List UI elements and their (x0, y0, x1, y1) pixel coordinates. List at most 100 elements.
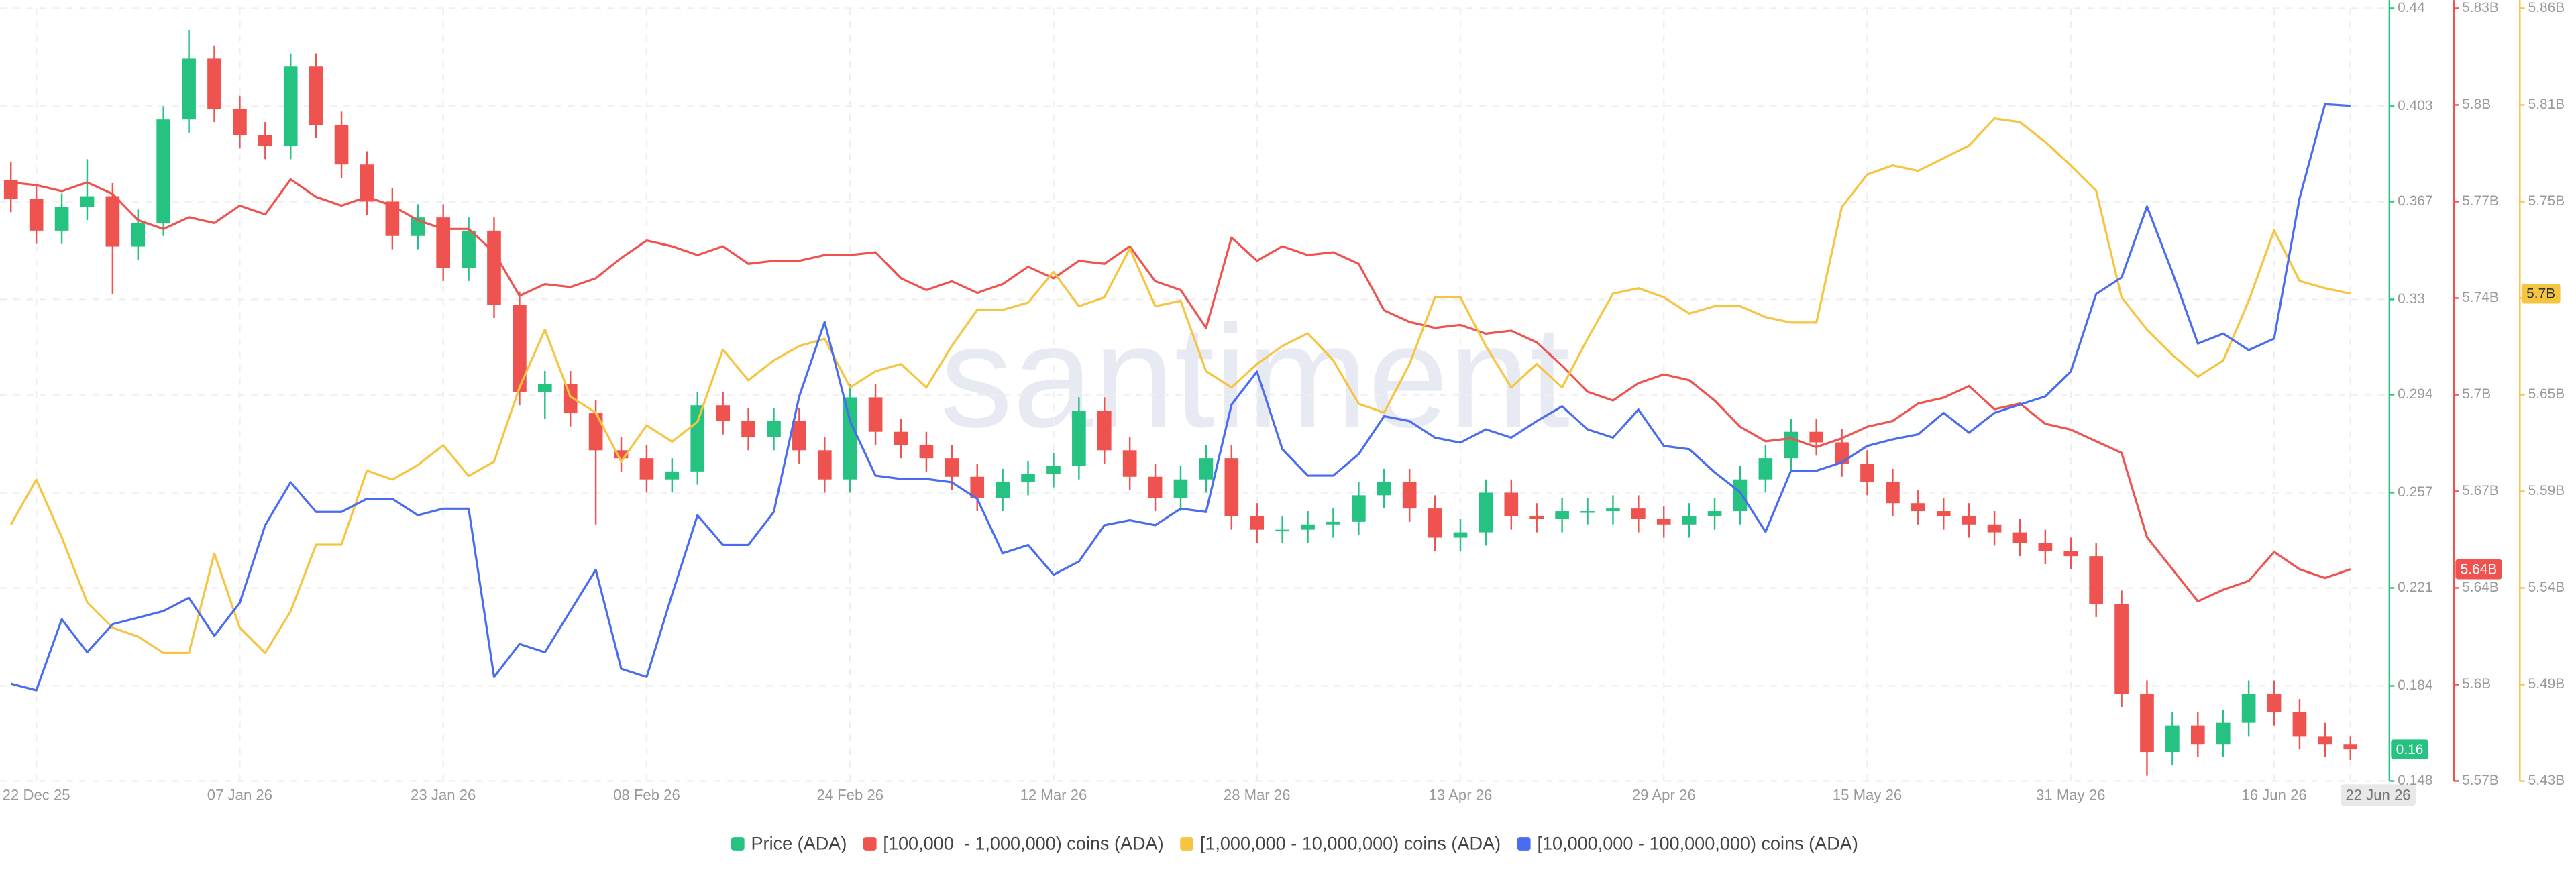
legend-swatch (1180, 837, 1193, 851)
legend-label: [100,000 - 1,000,000) coins (ADA) (883, 832, 1163, 853)
legend-label: Price (ADA) (751, 832, 847, 853)
candle-body (767, 421, 781, 437)
candle-body (1046, 466, 1061, 474)
y-tick-label: 5.43B (2528, 773, 2565, 788)
candle-body (1402, 482, 1417, 509)
candle-body (1352, 495, 1366, 522)
watermark: santiment (940, 295, 1570, 457)
last-value-label: 0.16 (2396, 742, 2424, 757)
candle-body (1860, 464, 1874, 482)
candle-body (1911, 503, 1925, 512)
y-tick-label: 0.33 (2398, 291, 2425, 307)
y-tick-label: 0.148 (2398, 773, 2432, 788)
legend-swatch (1517, 837, 1531, 851)
legend-swatch (863, 837, 877, 851)
y-tick-label: 0.184 (2398, 677, 2433, 693)
candle-body (1809, 431, 1824, 443)
y-tick-label: 0.294 (2398, 386, 2433, 402)
legend-swatch (731, 837, 745, 851)
candle-body (1224, 458, 1239, 516)
candle-body (283, 66, 298, 146)
candle-body (233, 109, 247, 135)
candle-body (1326, 521, 1340, 525)
candle-body (919, 445, 934, 459)
candle-body (2165, 725, 2180, 753)
x-tick-label: 31 May 26 (2036, 786, 2105, 803)
y-tick-label: 5.57B (2462, 773, 2499, 788)
last-value-badge (2521, 283, 2561, 304)
legend-item[interactable]: [100,000 - 1,000,000) coins (ADA) (863, 832, 1164, 853)
candle-body (1987, 524, 2002, 533)
candle-body (1835, 442, 1849, 464)
candle-body (2292, 712, 2307, 737)
candle-body (843, 397, 857, 480)
candle-body (1886, 482, 1900, 504)
legend-item[interactable]: [10,000,000 - 100,000,000) coins (ADA) (1517, 832, 1858, 853)
y-tick-label: 5.77B (2462, 193, 2499, 209)
candle-body (868, 397, 883, 432)
x-tick-label: 29 Apr 26 (1632, 786, 1696, 803)
x-label-highlight (2340, 784, 2416, 806)
candle-body (182, 58, 196, 120)
y-tick-label: 5.6B (2462, 676, 2491, 692)
candle-body (639, 458, 654, 480)
y-tick-label: 0.403 (2398, 98, 2432, 113)
candle-body (1707, 511, 1722, 516)
candle-body (1656, 519, 1671, 525)
candle-body (2063, 551, 2078, 557)
candle-body (1453, 532, 1468, 538)
candle-body (462, 230, 476, 268)
candle-body (1504, 492, 1519, 516)
y-tick-label: 0.367 (2398, 193, 2432, 209)
candle-body (563, 384, 578, 414)
candle-body (1250, 516, 1265, 530)
candle-body (1122, 450, 1137, 477)
candle-body (1606, 508, 1620, 512)
y-tick-label: 5.74B (2462, 290, 2499, 305)
y-tick-label: 5.75B (2528, 193, 2565, 209)
candle-body (1148, 476, 1163, 498)
candle-body (537, 384, 552, 392)
candle-body (1555, 511, 1569, 519)
legend: Price (ADA) [100,000 - 1,000,000) coins (… (731, 832, 1858, 853)
series-line (11, 178, 2351, 603)
candle-body (614, 450, 629, 459)
candle-body (131, 223, 146, 247)
y-tick-label: 5.83B (2462, 0, 2499, 15)
y-tick-label: 0.221 (2398, 580, 2432, 595)
series-line (9, 117, 2351, 655)
candle-body (436, 217, 451, 268)
candle-body (360, 164, 374, 202)
x-tick-label: 12 Mar 26 (1020, 786, 1087, 803)
candle-body (792, 421, 806, 451)
y-tick-label: 5.81B (2528, 97, 2565, 112)
y-tick-label: 5.8B (2462, 97, 2491, 112)
candle-body (2343, 744, 2358, 750)
candle-body (309, 66, 323, 125)
candle-body (2216, 722, 2231, 745)
y-tick-label: 5.86B (2528, 0, 2565, 15)
candle-body (1784, 431, 1799, 459)
candle-body (2190, 725, 2205, 745)
x-tick-label: 15 May 26 (1833, 786, 1902, 803)
legend-item[interactable]: [1,000,000 - 10,000,000) coins (ADA) (1180, 832, 1501, 853)
candle-body (1580, 511, 1595, 513)
y-tick-label: 0.44 (2398, 0, 2425, 15)
y-tick-label: 5.49B (2528, 676, 2565, 692)
x-tick-label: 28 Mar 26 (1224, 786, 1291, 803)
candle-body (1479, 492, 1493, 533)
candle-body (156, 119, 171, 223)
candle-body (741, 421, 755, 437)
candle-body (2038, 543, 2053, 551)
candle-body (105, 196, 120, 247)
candle-body (690, 405, 705, 472)
legend-item[interactable]: Price (ADA) (731, 832, 847, 853)
x-tick-label: 08 Feb 26 (613, 786, 680, 803)
x-tick-label: 16 Jun 26 (2241, 786, 2306, 803)
candle-body (258, 135, 272, 146)
candle-body (1529, 516, 1544, 519)
y-tick-label: 5.65B (2528, 386, 2565, 402)
candle-body (513, 305, 527, 392)
x-tick-label: 24 Feb 26 (816, 786, 883, 803)
candle-body (1758, 458, 1773, 480)
